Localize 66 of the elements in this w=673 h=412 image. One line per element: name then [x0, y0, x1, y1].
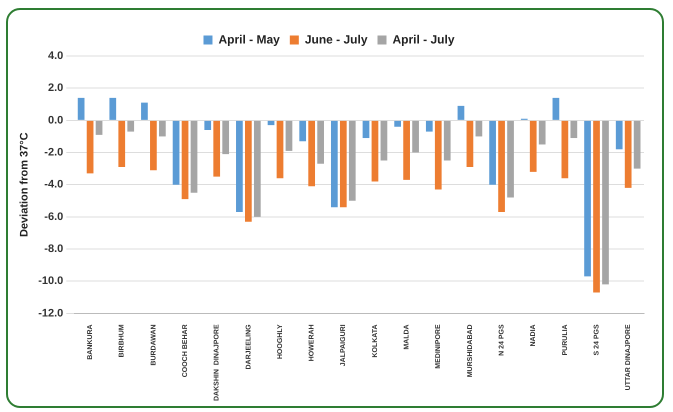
y-tick-label: -6.0 — [44, 210, 64, 223]
bar — [308, 120, 316, 186]
bar — [299, 120, 306, 142]
bar — [570, 120, 578, 138]
bar — [150, 120, 157, 170]
bar — [276, 120, 284, 178]
legend-label: June - July — [304, 32, 368, 46]
y-tick-label: -2.0 — [44, 146, 64, 159]
bar — [204, 120, 212, 130]
bar — [159, 120, 166, 136]
bar — [141, 102, 148, 120]
y-axis-title: Deviation from 37°C — [18, 132, 31, 238]
bar — [96, 120, 102, 135]
bar — [222, 120, 230, 154]
bar — [552, 98, 560, 120]
bar — [562, 120, 568, 178]
bar — [412, 120, 419, 153]
bar — [340, 120, 347, 208]
bar — [434, 120, 442, 190]
bar — [403, 120, 410, 180]
bar — [458, 106, 464, 120]
bar — [78, 98, 84, 120]
y-tick-label: 0.0 — [48, 114, 64, 126]
y-tick-label: -4.0 — [44, 178, 64, 191]
y-tick-label: -12.0 — [38, 307, 64, 320]
bar — [330, 120, 338, 208]
bar — [426, 120, 433, 132]
bar — [182, 120, 188, 200]
bar — [444, 120, 451, 161]
bar — [86, 120, 94, 174]
bar — [236, 120, 243, 212]
bar — [362, 120, 370, 138]
bar — [286, 120, 292, 151]
bar — [244, 120, 252, 222]
bar — [498, 120, 505, 212]
bar — [476, 120, 482, 136]
bar — [538, 120, 546, 144]
y-tick-label: -8.0 — [44, 243, 64, 256]
y-tick-label: 2.0 — [48, 82, 64, 94]
bar — [127, 120, 134, 132]
bar — [118, 120, 126, 167]
bar — [348, 120, 356, 201]
y-tick-label: 4.0 — [48, 50, 64, 62]
bar — [172, 120, 180, 185]
bar — [372, 120, 378, 182]
bar — [213, 120, 220, 177]
bar — [624, 120, 632, 188]
legend-label: April - May — [218, 32, 280, 46]
bar — [394, 120, 402, 127]
bar — [507, 120, 514, 198]
bar — [616, 120, 623, 150]
bar — [109, 98, 116, 120]
bar — [489, 120, 496, 185]
bar — [190, 120, 198, 193]
bar — [634, 120, 641, 169]
bar — [602, 120, 609, 284]
bar — [593, 120, 600, 292]
bar — [268, 120, 274, 126]
legend-label: April - July — [392, 32, 455, 46]
bar — [317, 120, 324, 164]
bar — [380, 120, 388, 161]
bar — [530, 120, 537, 172]
bar — [254, 120, 261, 217]
bar — [466, 120, 474, 167]
bar — [584, 120, 591, 276]
y-tick-label: -10.0 — [38, 275, 64, 288]
